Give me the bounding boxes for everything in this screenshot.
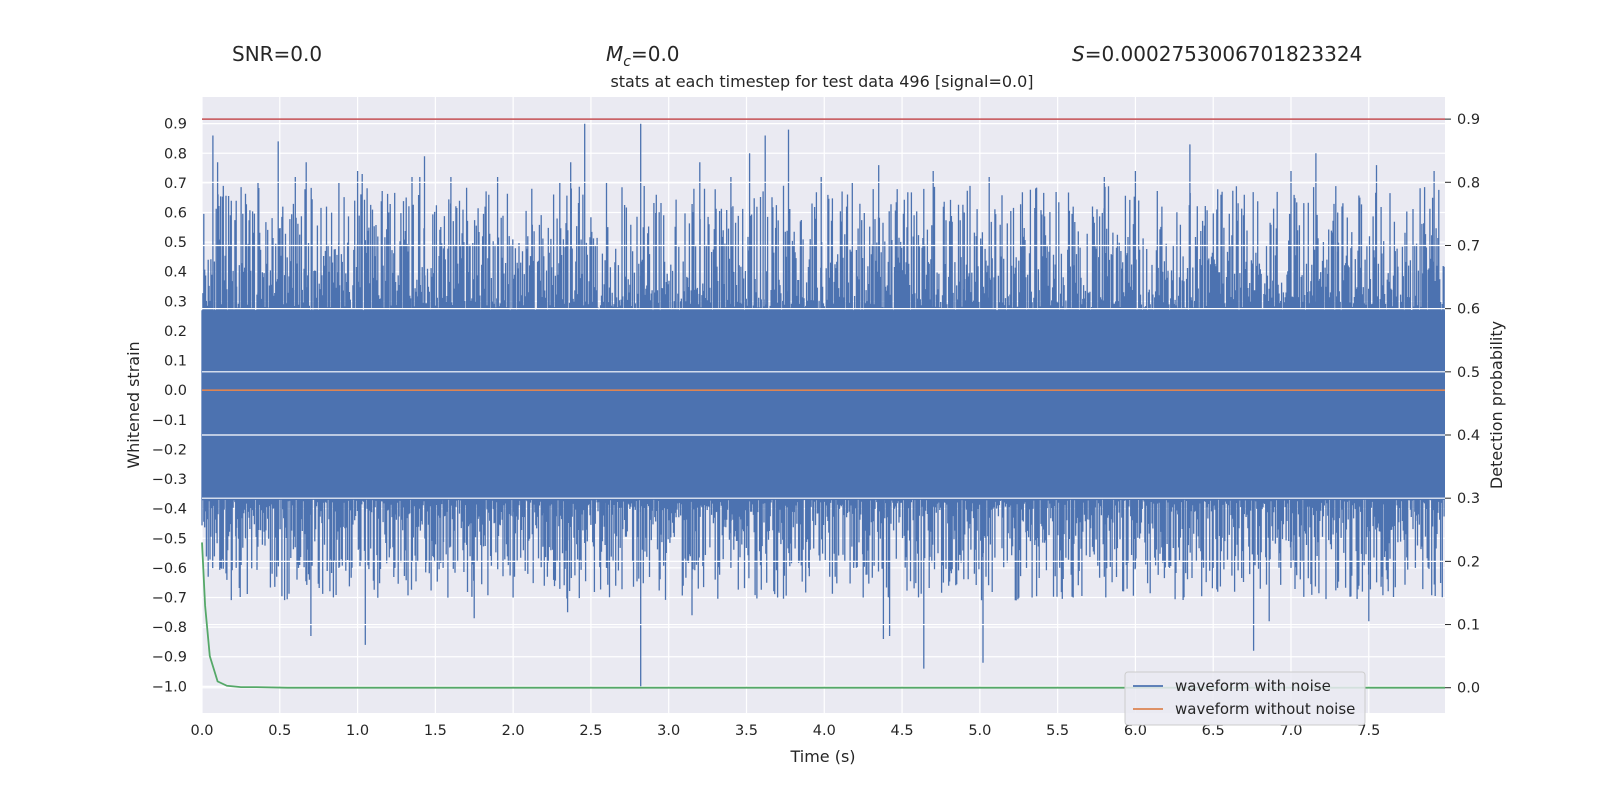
x-tick-label: 7.5 <box>1357 723 1380 739</box>
y-tick-label: −0.6 <box>152 561 187 577</box>
right-y-tick-label: 0.4 <box>1457 428 1480 444</box>
noise-spikes <box>201 123 1445 687</box>
right-y-tick-label: 0.5 <box>1457 365 1480 381</box>
y-tick-label: −0.8 <box>152 620 187 636</box>
snr-label: SNR=0.0 <box>232 42 322 66</box>
x-tick-label: 6.0 <box>1124 723 1147 739</box>
y-tick-label: 0.6 <box>164 206 187 222</box>
right-y-axis-label: Detection probability <box>1487 321 1506 489</box>
right-y-tick-label: 0.0 <box>1457 681 1480 697</box>
right-y-axis-ticks: 0.9 0.8 0.7 0.6 0.5 0.4 0.3 0.2 0.1 0.0 <box>1445 112 1480 697</box>
x-tick-label: 6.5 <box>1202 723 1225 739</box>
x-tick-label: 3.0 <box>657 723 680 739</box>
y-tick-label: 0.0 <box>164 383 187 399</box>
legend-label-waveform-without-noise: waveform without noise <box>1175 700 1355 718</box>
legend-label-waveform-with-noise: waveform with noise <box>1175 677 1331 695</box>
y-tick-label: −0.3 <box>152 472 187 488</box>
statistic-label: S=0.0002753006701823324 <box>1072 42 1362 66</box>
y-tick-label: −1.0 <box>152 679 187 695</box>
x-tick-label: 0.0 <box>190 723 213 739</box>
y-tick-label: 0.9 <box>164 117 187 133</box>
y-tick-label: −0.5 <box>152 531 187 547</box>
y-tick-label: −0.9 <box>152 650 187 666</box>
x-tick-label: 5.0 <box>968 723 991 739</box>
y-tick-label: −0.1 <box>152 413 187 429</box>
x-tick-label: 2.5 <box>579 723 602 739</box>
legend-box <box>1124 671 1366 726</box>
x-tick-label: 1.0 <box>346 723 369 739</box>
right-y-tick-label: 0.6 <box>1457 302 1480 318</box>
y-tick-label: −0.2 <box>152 442 187 458</box>
x-axis-label: Time (s) <box>789 747 855 766</box>
x-tick-label: 4.0 <box>813 723 836 739</box>
x-tick-label: 2.0 <box>502 723 525 739</box>
x-axis-ticks: 0.0 0.5 1.0 1.5 2.0 2.5 3.0 3.5 4.0 4.5 5.0 5.5 6.0 6… <box>190 723 1380 739</box>
y-tick-label: 0.1 <box>164 354 187 370</box>
y-tick-label: 0.2 <box>164 324 187 340</box>
right-y-tick-label: 0.2 <box>1457 554 1480 570</box>
y-tick-label: 0.4 <box>164 265 187 281</box>
right-y-tick-label: 0.7 <box>1457 238 1480 254</box>
y-axis-label: Whitened strain <box>124 341 143 468</box>
right-y-tick-label: 0.3 <box>1457 491 1480 507</box>
y-tick-label: 0.5 <box>164 235 187 251</box>
series-waveform-with-noise <box>201 123 1445 687</box>
x-tick-label: 7.0 <box>1279 723 1302 739</box>
x-tick-label: 5.5 <box>1046 723 1069 739</box>
series-detection-probability <box>201 542 1445 689</box>
y-tick-label: 0.8 <box>164 146 187 162</box>
x-tick-label: 0.5 <box>268 723 291 739</box>
x-tick-label: 1.5 <box>424 723 447 739</box>
legend: waveform with noise waveform without noi… <box>1124 671 1366 726</box>
right-y-tick-label: 0.8 <box>1457 175 1480 191</box>
y-tick-label: 0.3 <box>164 294 187 310</box>
chirp-mass-label: Mc=0.0 <box>606 42 680 70</box>
right-y-tick-label: 0.9 <box>1457 112 1480 128</box>
x-tick-label: 3.5 <box>735 723 758 739</box>
y-tick-label: −0.4 <box>152 502 187 518</box>
chart-title: stats at each timestep for test data 496… <box>610 72 1033 91</box>
y-axis-ticks: 0.9 0.8 0.7 0.6 0.5 0.4 0.3 0.2 0.1 0.0 −0.1 −0.2 −0… <box>152 117 187 696</box>
right-y-tick-label: 0.1 <box>1457 618 1480 634</box>
x-tick-label: 4.5 <box>891 723 914 739</box>
y-tick-label: −0.7 <box>152 591 187 607</box>
y-tick-label: 0.7 <box>164 176 187 192</box>
